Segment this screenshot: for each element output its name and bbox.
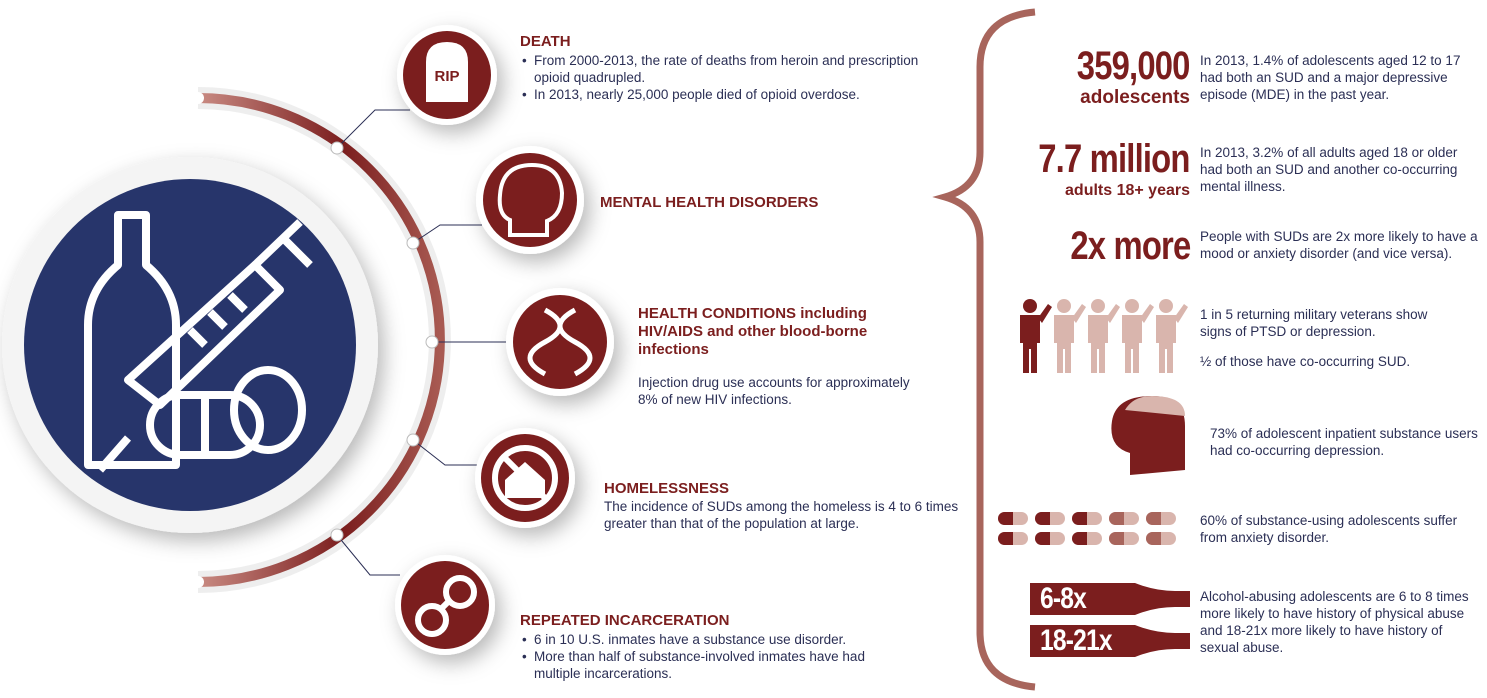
soldier-arm (1140, 304, 1154, 323)
unit: adolescents (1080, 87, 1190, 108)
text: In 2013, 3.2% of all adults aged 18 or o… (1200, 145, 1458, 194)
drug-icon (84, 211, 313, 473)
soldier (1122, 299, 1154, 373)
figure: 2x more (1069, 224, 1191, 268)
text: 60% of substance-using adolescents suffe… (1200, 513, 1458, 545)
pill-half (998, 512, 1013, 525)
soldier-head (1057, 299, 1071, 313)
pill-half (998, 532, 1013, 545)
soldier-head (1159, 299, 1173, 313)
bullet: In 2013, nearly 25,000 people died of op… (522, 86, 934, 103)
head-stat-top (1125, 396, 1185, 416)
no-home-icon (492, 445, 558, 511)
soldier (1020, 299, 1052, 373)
text: Alcohol-abusing adolescents are 6 to 8 t… (1200, 589, 1469, 655)
pills (998, 512, 1176, 545)
text: People with SUDs are 2x more likely to h… (1200, 229, 1478, 261)
heading: MENTAL HEALTH DISORDERS (600, 194, 819, 211)
soldier (1088, 299, 1120, 373)
head-stat (1111, 396, 1185, 475)
pill-half (1109, 512, 1124, 525)
dna-icon (527, 307, 593, 377)
pill-half (1072, 512, 1087, 525)
soldier-arm (1038, 304, 1052, 323)
pill-half (1072, 532, 1087, 545)
figure-block: 2x more (1044, 224, 1191, 268)
pill-half (1035, 532, 1050, 545)
figure: 6-8x (1040, 582, 1087, 615)
figure-block: 7.7 million adults 18+ years (1005, 137, 1191, 202)
figure: 7.7 million (1038, 137, 1191, 181)
handcuffs-icon (415, 575, 477, 637)
pill-half (1146, 512, 1161, 525)
soldier-head (1091, 299, 1105, 313)
heading: REPEATED INCARCERATION (520, 612, 730, 629)
figure: 18-21x (1040, 624, 1113, 657)
soldier-arm (1106, 304, 1120, 323)
soldiers (1020, 299, 1188, 373)
bottle-label: 6-8x (1040, 582, 1096, 616)
soldier-arm (1072, 304, 1086, 323)
bottles (1030, 583, 1190, 657)
soldier-body (1088, 315, 1108, 373)
soldier-body (1054, 315, 1074, 373)
figure-block: 359,000 adolescents (1052, 44, 1191, 109)
heading: HEALTH CONDITIONS including HIV/AIDS and… (638, 305, 868, 358)
soldier-head (1125, 299, 1139, 313)
bullet: 6 in 10 U.S. inmates have a substance us… (522, 631, 914, 648)
pill-half (1109, 532, 1124, 545)
soldier-head (1023, 299, 1037, 313)
bullet: From 2000-2013, the rate of deaths from … (522, 52, 934, 86)
figure: 359,000 (1077, 44, 1191, 88)
text: Injection drug use accounts for approxim… (638, 375, 910, 407)
bullets: From 2000-2013, the rate of deaths from … (520, 52, 934, 103)
tombstone (426, 42, 468, 102)
soldier-body (1020, 315, 1040, 373)
unit: adults 18+ years (1065, 182, 1190, 199)
text: The incidence of SUDs among the homeless… (604, 499, 959, 531)
arc-end (192, 576, 204, 588)
icon-label: RIP (434, 68, 459, 85)
connectors (336, 109, 512, 576)
brace (932, 8, 1036, 691)
arc-end (192, 92, 204, 104)
soldier-body (1156, 315, 1176, 373)
soldier-arm (1174, 304, 1188, 323)
pill-half (1035, 512, 1050, 525)
heading: HOMELESSNESS (604, 480, 730, 497)
pill-half (1146, 532, 1161, 545)
soldier (1054, 299, 1086, 373)
text: ½ of those have co-occurring SUD. (1200, 354, 1411, 369)
text: 1 in 5 returning military veterans show … (1200, 307, 1428, 339)
head-icon (497, 162, 565, 237)
bullets: 6 in 10 U.S. inmates have a substance us… (520, 631, 914, 682)
text: 73% of adolescent inpatient substance us… (1210, 426, 1478, 458)
heading: DEATH (520, 33, 571, 50)
arc (197, 93, 445, 587)
soldier (1156, 299, 1188, 373)
arc-dots (330, 141, 439, 542)
main-circle (24, 179, 356, 511)
soldier-body (1122, 315, 1142, 373)
bullet: More than half of substance-involved inm… (522, 648, 914, 682)
text: In 2013, 1.4% of adolescents aged 12 to … (1200, 53, 1461, 102)
bottle-label: 18-21x (1040, 624, 1127, 658)
